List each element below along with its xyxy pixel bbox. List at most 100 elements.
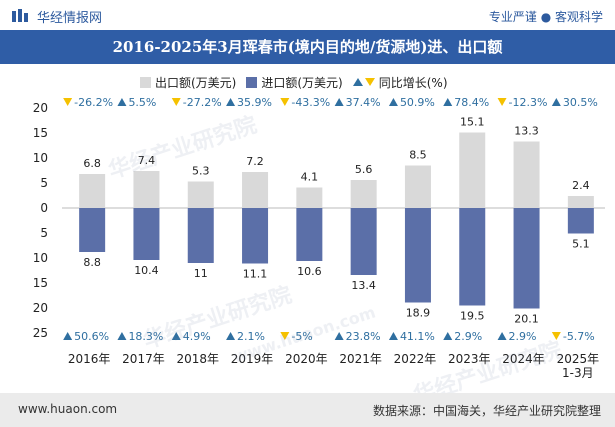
export-growth-up-icon [334, 98, 344, 106]
export-value-label: 5.3 [192, 165, 210, 178]
export-growth-up-icon [551, 98, 561, 106]
export-bar [296, 187, 323, 208]
top-bar: 华经情报网 专业严谨 ● 客观科学 [0, 0, 615, 30]
export-value-label: 6.8 [83, 157, 101, 170]
import-growth-up-icon [226, 332, 236, 340]
export-bar [242, 172, 269, 208]
y-tick-label: 10 [33, 151, 48, 165]
import-value-label: 19.5 [460, 310, 485, 323]
import-growth-label: 18.3% [128, 330, 163, 343]
import-value-label: 11.1 [243, 268, 268, 281]
legend-growth: 同比增长(%) [352, 74, 448, 91]
export-value-label: 13.3 [514, 125, 539, 138]
export-bar [79, 174, 106, 208]
import-bar [459, 208, 486, 306]
import-bar [296, 208, 323, 261]
export-value-label: 8.5 [409, 149, 427, 162]
y-tick-label: 5 [40, 226, 48, 240]
import-growth-up-icon [388, 332, 398, 340]
logo-text: 华经情报网 [37, 11, 103, 26]
legend-export: 出口额(万美元) [140, 74, 236, 91]
export-growth-up-icon [388, 98, 398, 106]
legend-growth-label: 同比增长(%) [378, 75, 448, 90]
import-growth-down-icon [551, 332, 561, 340]
export-growth-label: 5.5% [128, 96, 156, 109]
chart-title: 2016-2025年3月珲春市(境内目的地/货源地)进、出口额 [112, 38, 503, 56]
export-growth-label: 37.4% [346, 96, 381, 109]
import-bar [350, 208, 377, 275]
import-value-label: 5.1 [572, 238, 590, 251]
import-bar [133, 208, 160, 260]
import-growth-label: 23.8% [346, 330, 381, 343]
x-tick-label: 1-3月 [562, 366, 594, 380]
export-value-label: 4.1 [301, 171, 319, 184]
legend-growth-icon [352, 78, 375, 86]
legend-import-swatch [246, 76, 258, 88]
export-bar [567, 196, 594, 208]
import-bar [242, 208, 269, 264]
footer: www.huaon.com 数据来源：中国海关，华经产业研究院整理 [0, 393, 615, 427]
legend: 出口额(万美元) 进口额(万美元) 同比增长(%) [140, 73, 458, 91]
export-value-label: 5.6 [355, 163, 373, 176]
import-value-label: 10.4 [134, 264, 159, 277]
export-growth-up-icon [117, 98, 127, 106]
export-bar [404, 165, 431, 208]
x-tick-label: 2025年 [557, 352, 600, 366]
footer-source: 数据来源：中国海关，华经产业研究院整理 [372, 404, 601, 418]
export-growth-label: -27.2% [183, 96, 222, 109]
export-growth-label: -26.2% [74, 96, 113, 109]
footer-website: www.huaon.com [18, 402, 118, 416]
import-value-label: 13.4 [351, 279, 376, 292]
import-bar [79, 208, 106, 252]
legend-export-label: 出口额(万美元) [155, 75, 237, 90]
export-bar [133, 171, 160, 208]
y-tick-label: 15 [33, 126, 48, 140]
import-growth-up-icon [171, 332, 181, 340]
y-tick-label: 20 [33, 101, 48, 115]
x-tick-label: 2021年 [339, 352, 382, 366]
export-growth-label: 30.5% [563, 96, 598, 109]
import-growth-label: 4.9% [183, 330, 211, 343]
title-bar: 2016-2025年3月珲春市(境内目的地/货源地)进、出口额 [0, 30, 615, 64]
import-growth-label: -5.7% [563, 330, 595, 343]
export-growth-label: -12.3% [509, 96, 548, 109]
import-growth-down-icon [280, 332, 290, 340]
y-tick-label: 15 [33, 276, 48, 290]
legend-import-label: 进口额(万美元) [261, 75, 343, 90]
y-tick-label: 20 [33, 301, 48, 315]
y-tick-label: 25 [33, 326, 48, 340]
export-growth-down-icon [63, 98, 73, 106]
export-growth-down-icon [171, 98, 181, 106]
export-value-label: 15.1 [460, 116, 485, 129]
chart-area: 20 15 10 5 0 5 10 15 20 25 6.8 8.8 -26.2% 50.6% 2016年 7… [33, 96, 605, 380]
import-growth-up-icon [497, 332, 507, 340]
import-growth-label: 41.1% [400, 330, 435, 343]
import-value-label: 10.6 [297, 265, 322, 278]
x-tick-label: 2016年 [68, 352, 111, 366]
export-growth-down-icon [497, 98, 507, 106]
export-bar [187, 181, 214, 208]
import-value-label: 8.8 [83, 256, 101, 269]
logo-icon [12, 9, 28, 22]
import-bar [567, 208, 594, 234]
export-bar [350, 180, 377, 208]
export-bar [459, 132, 486, 208]
import-growth-up-icon [63, 332, 73, 340]
export-growth-label: 35.9% [237, 96, 272, 109]
import-growth-up-icon [334, 332, 344, 340]
import-value-label: 18.9 [406, 307, 431, 320]
x-tick-label: 2023年 [448, 352, 491, 366]
export-growth-up-icon [226, 98, 236, 106]
import-growth-label: 2.9% [509, 330, 537, 343]
x-tick-label: 2022年 [394, 352, 437, 366]
import-bar [187, 208, 214, 263]
x-tick-label: 2018年 [176, 352, 219, 366]
import-value-label: 11 [194, 267, 208, 280]
export-value-label: 7.4 [138, 154, 156, 167]
x-tick-label: 2019年 [231, 352, 274, 366]
import-growth-label: 2.1% [237, 330, 265, 343]
y-tick-label: 10 [33, 251, 48, 265]
legend-export-swatch [140, 76, 151, 88]
import-value-label: 20.1 [514, 313, 539, 326]
export-growth-label: -43.3% [291, 96, 330, 109]
